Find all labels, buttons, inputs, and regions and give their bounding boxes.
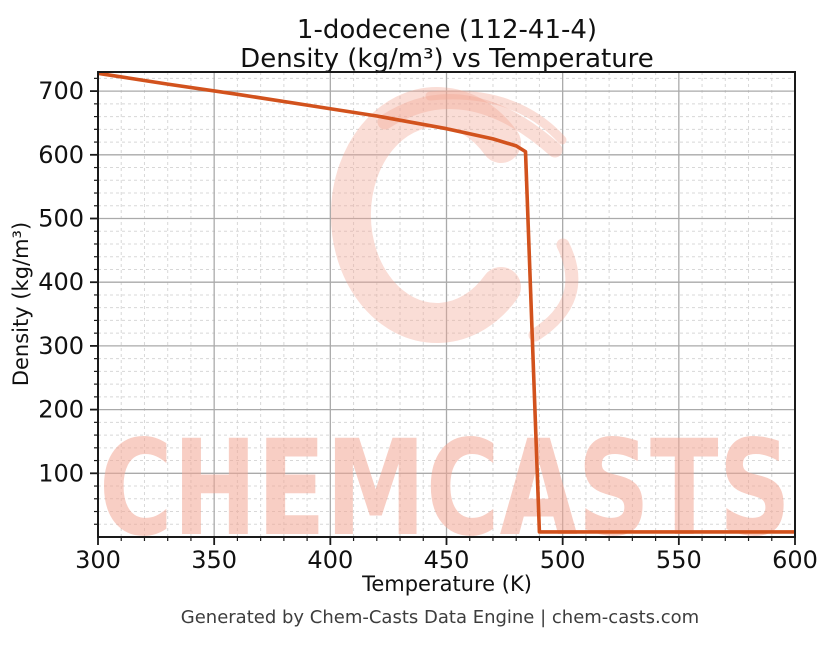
- x-tick-label: 400: [307, 546, 353, 574]
- x-tick-label: 500: [540, 546, 586, 574]
- axis-ticks: [90, 77, 796, 545]
- y-tick-label: 100: [38, 459, 84, 487]
- watermark-text: CHEMCASTS: [99, 412, 791, 566]
- x-tick-label: 300: [75, 546, 121, 574]
- watermark: CHEMCASTS: [99, 87, 791, 566]
- chart-subtitle: Density (kg/m³) vs Temperature: [240, 44, 654, 74]
- density-line: [97, 71, 795, 534]
- y-tick-label: 700: [38, 77, 84, 105]
- x-tick-label: 350: [191, 546, 237, 574]
- y-tick-label: 600: [38, 141, 84, 169]
- watermark-logo-icon: [330, 87, 579, 343]
- y-tick-label: 500: [38, 205, 84, 233]
- x-tick-label: 550: [656, 546, 702, 574]
- axis-tick-labels: 300 350 400 450 500 550 600 100 200 300 400 500 600 7…: [38, 77, 818, 574]
- x-tick-label: 600: [772, 546, 818, 574]
- y-tick-label: 400: [38, 268, 84, 296]
- y-tick-label: 200: [38, 396, 84, 424]
- x-axis-label: Temperature (K): [361, 572, 532, 596]
- chart-title: 1-dodecene (112-41-4): [297, 15, 597, 45]
- y-tick-label: 300: [38, 332, 84, 360]
- y-axis-label: Density (kg/m³): [9, 222, 33, 386]
- density-series: [97, 71, 795, 534]
- footer-text: Generated by Chem-Casts Data Engine | ch…: [181, 607, 699, 628]
- x-tick-label: 450: [424, 546, 470, 574]
